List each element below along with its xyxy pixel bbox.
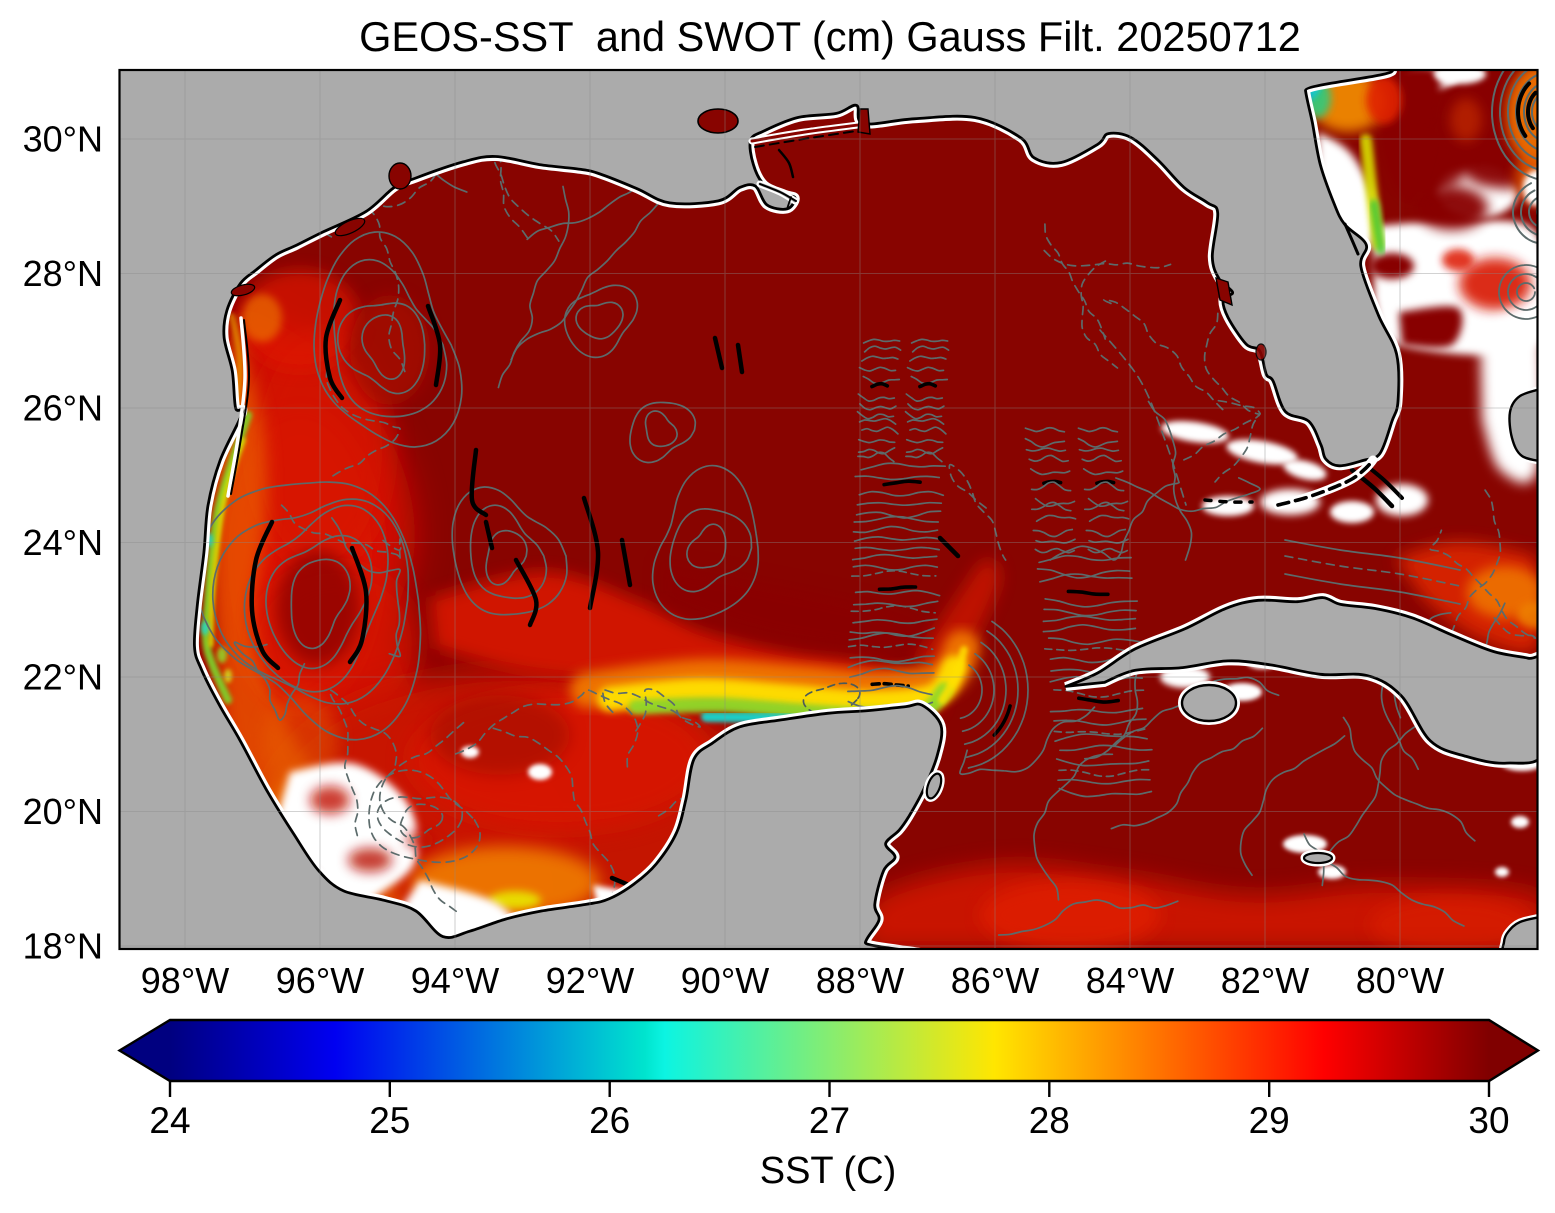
svg-text:94°W: 94°W <box>411 960 499 1001</box>
svg-text:92°W: 92°W <box>546 960 634 1001</box>
svg-text:26°N: 26°N <box>23 388 103 429</box>
svg-text:28: 28 <box>1029 1100 1070 1141</box>
svg-text:30°N: 30°N <box>23 119 103 160</box>
svg-text:28°N: 28°N <box>23 253 103 294</box>
svg-text:80°W: 80°W <box>1356 960 1444 1001</box>
svg-text:82°W: 82°W <box>1221 960 1309 1001</box>
svg-text:27: 27 <box>809 1100 850 1141</box>
svg-text:88°W: 88°W <box>816 960 904 1001</box>
svg-text:29: 29 <box>1249 1100 1290 1141</box>
svg-text:22°N: 22°N <box>23 657 103 698</box>
svg-text:20°N: 20°N <box>23 791 103 832</box>
svg-text:98°W: 98°W <box>141 960 229 1001</box>
svg-text:SST (C): SST (C) <box>760 1150 897 1192</box>
svg-text:30: 30 <box>1468 1100 1509 1141</box>
svg-text:90°W: 90°W <box>681 960 769 1001</box>
svg-text:GEOS-SST and SWOT (cm) Gauss: GEOS-SST and SWOT (cm) Gauss Filt. 20250… <box>359 13 1301 60</box>
svg-text:84°W: 84°W <box>1086 960 1174 1001</box>
svg-text:25: 25 <box>369 1100 410 1141</box>
svg-text:24: 24 <box>149 1100 190 1141</box>
svg-text:24°N: 24°N <box>23 522 103 563</box>
svg-text:86°W: 86°W <box>951 960 1039 1001</box>
svg-text:18°N: 18°N <box>23 926 103 967</box>
svg-text:26: 26 <box>589 1100 630 1141</box>
svg-text:96°W: 96°W <box>276 960 364 1001</box>
